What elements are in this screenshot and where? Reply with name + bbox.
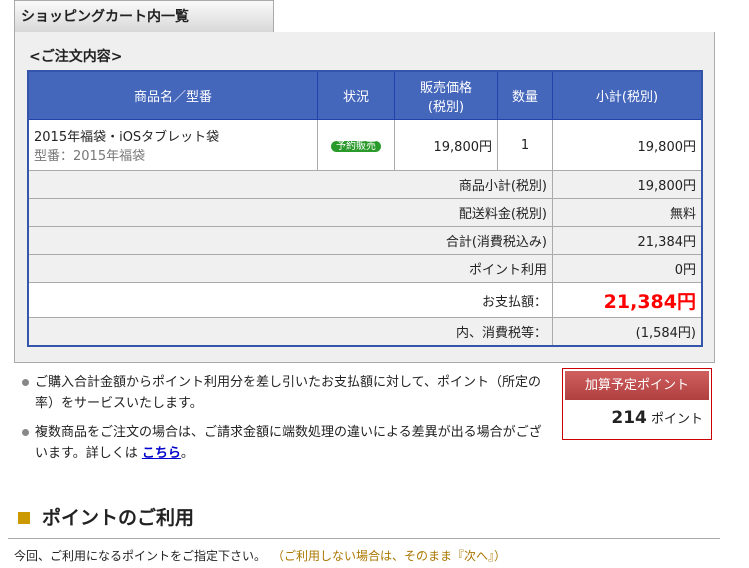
col-status: 状況 xyxy=(317,70,395,120)
quantity: 1 xyxy=(497,119,553,171)
square-icon xyxy=(18,512,30,524)
notes: ご購入合計金額からポイント利用分を差し引いたお支払額に対して、ポイント（所定の率… xyxy=(20,372,550,472)
note-item: 複数商品をご注文の場合は、ご請求金額に端数処理の違いによる差異が出る場合がござい… xyxy=(20,422,550,464)
summary-row: 合計(消費税込み) 21,384円 xyxy=(27,226,703,255)
points-box: 加算予定ポイント 214 ポイント xyxy=(562,368,712,440)
summary-row: 内、消費税等： (1,584円) xyxy=(27,317,703,347)
cart-panel: <ご注文内容> 商品名／型番 状況 販売価格 (税別) 数量 小計(税別) 2015年福… xyxy=(14,32,715,363)
product-model: 型番：2015年福袋 xyxy=(34,149,146,164)
summary-row: ポイント利用 0円 xyxy=(27,254,703,283)
status-badge: 予約販売 xyxy=(331,141,381,152)
col-price: 販売価格 (税別) xyxy=(394,70,498,120)
col-subtotal: 小計(税別) xyxy=(552,70,703,120)
order-subtitle: <ご注文内容> xyxy=(29,49,123,65)
points-value: 214 xyxy=(611,408,647,428)
product-name: 2015年福袋・iOSタブレット袋 xyxy=(34,130,220,145)
summary-row: 商品小計(税別) 19,800円 xyxy=(27,170,703,199)
col-qty: 数量 xyxy=(497,70,553,120)
instruction: 今回、ご利用になるポイントをご指定下さい。 （ご利用しない場合は、そのまま『次へ』… xyxy=(14,549,507,563)
points-title: 加算予定ポイント xyxy=(565,371,709,400)
col-name: 商品名／型番 xyxy=(27,70,318,120)
price: 19,800円 xyxy=(394,119,498,171)
subtotal: 19,800円 xyxy=(552,119,703,171)
note-item: ご購入合計金額からポイント利用分を差し引いたお支払額に対して、ポイント（所定の率… xyxy=(20,372,550,414)
payment-total: 21,384円 xyxy=(552,282,703,318)
order-table: 商品名／型番 状況 販売価格 (税別) 数量 小計(税別) 2015年福袋・iOSタブレ… xyxy=(27,70,703,347)
section-heading: ポイントのご利用 xyxy=(18,503,194,530)
table-row: 2015年福袋・iOSタブレット袋 型番：2015年福袋 予約販売 19,800円 1 1… xyxy=(27,119,703,171)
tab-cart-list[interactable]: ショッピングカート内一覧 xyxy=(14,0,274,32)
summary-row: 配送料金(税別) 無料 xyxy=(27,198,703,227)
details-link[interactable]: こちら xyxy=(141,446,181,461)
divider xyxy=(8,538,720,539)
payment-total-row: お支払額： 21,384円 xyxy=(27,282,703,318)
